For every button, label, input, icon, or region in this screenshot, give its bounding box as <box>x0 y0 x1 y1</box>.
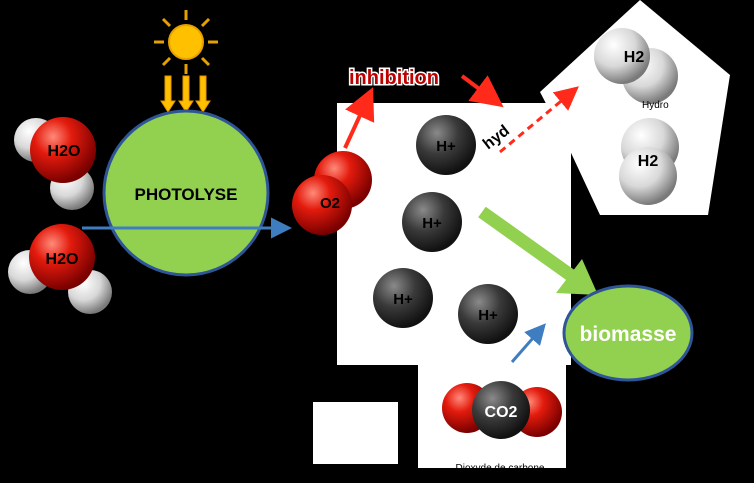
hplus-ion-2: H+ <box>402 192 462 252</box>
photolyse-label: PHOTOLYSE <box>135 185 238 204</box>
light-ray-arrows <box>160 75 211 113</box>
h2o-label-bottom: H2O <box>46 251 79 268</box>
h2o-molecule-top: H2O <box>14 117 96 210</box>
co2-caption: Dioxyde de carbone <box>456 463 545 474</box>
red-arrows <box>343 74 579 154</box>
h2o-molecule-bottom: H2O <box>8 224 112 314</box>
photolyse-circle: PHOTOLYSE <box>102 109 270 277</box>
h2-molecule-bottom: H2 <box>619 118 679 205</box>
hplus-ion-3: H+ <box>373 268 433 328</box>
hplus-label-2: H+ <box>422 215 442 232</box>
hplus-ion-4: H+ <box>458 284 518 344</box>
hplus-label-1: H+ <box>436 138 456 155</box>
co2-molecule: CO2 <box>442 381 562 439</box>
h2-label-bottom: H2 <box>638 153 659 170</box>
sun-icon <box>154 10 218 74</box>
hydrogene-partial-label: Hydro <box>642 100 669 111</box>
hplus-ion-1: H+ <box>416 115 476 175</box>
hplus-label-4: H+ <box>478 307 498 324</box>
o2-molecule: O2 <box>292 151 372 235</box>
green-arrow <box>478 206 598 295</box>
h2o-label-top: H2O <box>48 143 81 160</box>
co2-label: CO2 <box>485 404 518 421</box>
o2-label: O2 <box>320 195 340 212</box>
inhibition-label: inhibition <box>349 67 439 89</box>
biomasse-ellipse: biomasse <box>562 284 694 382</box>
co2-arrow <box>510 323 546 363</box>
hplus-label-3: H+ <box>393 291 413 308</box>
h2-molecule-top: H2 <box>594 28 678 104</box>
biomasse-label: biomasse <box>580 323 677 346</box>
h2-label-top: H2 <box>624 49 645 66</box>
